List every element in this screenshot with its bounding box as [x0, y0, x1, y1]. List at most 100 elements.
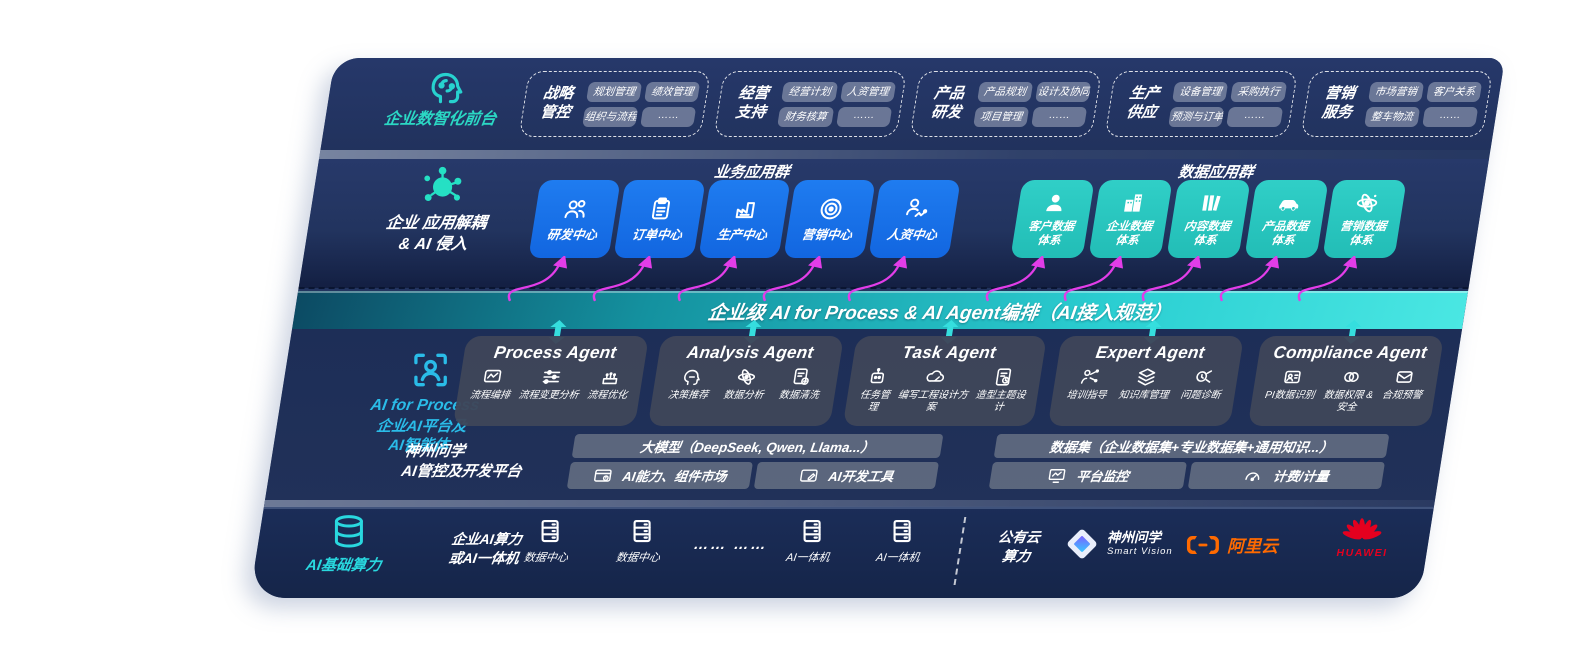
decision-icon [683, 369, 700, 386]
node-label: 数据中心 [522, 552, 569, 564]
group-category: 生产 供应 [1125, 85, 1161, 121]
expert-agent-card: Expert Agent 培训指导 知识库管理 问题诊断 [1047, 336, 1244, 426]
app-label: 研发中心 [545, 228, 599, 243]
agent-title: Expert Agent [1094, 343, 1207, 362]
app-label: 营销数据 体系 [1339, 221, 1388, 247]
module-chip: 绩效管理 [644, 81, 701, 102]
cell-dev-tools: AI开发工具 [753, 462, 940, 489]
theme-design-icon [995, 368, 1012, 386]
brain-icon [431, 72, 463, 104]
cell-billing: 计费/计量 [1187, 462, 1386, 489]
person-icon [1046, 195, 1062, 212]
group-strategy: 战略 管控 规划管理 绩效管理 组织与流程 …… [518, 71, 712, 137]
knowledge-base-icon [1137, 368, 1156, 386]
molecule-icon [423, 166, 461, 201]
group-category: 产品 研发 [929, 85, 966, 121]
module-chip: 组织与流程 [582, 106, 639, 127]
vendor-name: 阿里云 [1226, 537, 1278, 556]
module-chip: 经营计划 [781, 81, 838, 102]
infra-label: AI基础算力 [304, 557, 383, 574]
agent-item-label: 流程编排 [469, 390, 511, 401]
app-layer-label: 企业 应用解耦 & AI 侵入 [384, 215, 488, 253]
node-datacenter-1: 数据中心 [510, 516, 588, 565]
module-chip: …… [1031, 106, 1088, 127]
scan-person-icon [414, 353, 447, 387]
node-label: 数据中心 [614, 552, 661, 564]
public-cloud-label: 公有云 算力 [973, 528, 1063, 566]
compliance-agent-card: Compliance Agent PI数据识别 数据权限 & 安全 合规预警 [1247, 336, 1444, 426]
agent-item-label: 数据分析 [722, 390, 765, 401]
model-bar: 大模型（DeepSeek, Qwen, Llama...） [571, 434, 944, 458]
front-office-label: 企业数智化前台 [382, 111, 498, 128]
slab-edge-1 [319, 150, 1491, 159]
huawei-logo-icon [1342, 518, 1382, 540]
change-analysis-icon [542, 369, 561, 385]
vendor-name: 神州问学 [1107, 530, 1162, 546]
module-chip: 规划管理 [586, 81, 643, 102]
aliyun-logo-icon [1186, 535, 1219, 554]
agent-item-label: 造型主题设计 [974, 390, 1027, 413]
group-marketing: 营销 服务 市场营销 客户关系 整车物流 …… [1300, 71, 1493, 137]
app-marketing-center: 营销中心 [783, 180, 876, 258]
agent-title: Process Agent [492, 343, 619, 362]
app-label: 企业数据 体系 [1105, 221, 1154, 247]
platform-label: 神州问学 AI管控及开发平台 [400, 443, 523, 481]
server-icon [633, 519, 651, 543]
business-group-title: 业务应用群 [713, 164, 791, 181]
group-operation: 经营 支持 经营计划 人资管理 财务核算 …… [713, 71, 907, 137]
component-market-icon [593, 468, 612, 482]
agent-item-label: 流程变更分析 [517, 390, 580, 401]
module-chip: …… [640, 106, 697, 127]
agent-item-label: 编写工程设计方案 [897, 390, 969, 413]
group-category: 战略 管控 [539, 85, 575, 121]
platform-dataset-group: 数据集（企业数据集+专业数据集+通用知识...） 平台监控 计费/计量 [988, 434, 1390, 489]
data-enterprise-system: 企业数据 体系 [1088, 180, 1173, 258]
atom-icon [1356, 194, 1378, 213]
agent-title: Compliance Agent [1272, 343, 1429, 362]
server-icon [893, 519, 911, 543]
group-product: 产品 研发 产品规划 设计及协同 项目管理 …… [909, 71, 1103, 137]
module-chip: 采购执行 [1230, 81, 1287, 102]
analysis-agent-card: Analysis Agent 决策推荐 数据分析 数据清洗 [647, 336, 844, 426]
building-icon [1124, 194, 1143, 212]
app-rnd-center: 研发中心 [528, 180, 621, 258]
public-cloud-text: 公有云 算力 [996, 529, 1042, 564]
ai-orchestration-title: 企业级 AI for Process & AI Agent编排（AI接入规范） [706, 303, 1173, 324]
module-chip: 项目管理 [972, 106, 1030, 127]
permission-security-icon [1343, 372, 1359, 382]
smartvision-logo-icon [1067, 529, 1097, 559]
training-icon [1080, 369, 1100, 384]
agent-item-label: PI数据识别 [1264, 390, 1316, 401]
cell-label: 平台监控 [1075, 469, 1130, 484]
nodes-ellipsis: …… …… [692, 536, 770, 553]
agent-title: Analysis Agent [685, 343, 816, 362]
module-chip: 设备管理 [1172, 81, 1229, 102]
group-supply: 生产 供应 设备管理 采购执行 预测与订单 …… [1104, 71, 1298, 137]
server-icon [803, 519, 821, 543]
vendor-aliyun: 阿里云 [1186, 532, 1278, 557]
dataset-bar: 数据集（企业数据集+专业数据集+通用知识...） [993, 434, 1390, 458]
group-category: 营销 服务 [1320, 85, 1357, 121]
agent-item-label: 问题诊断 [1179, 390, 1222, 401]
app-label: 内容数据 体系 [1183, 221, 1232, 247]
app-label: 人资中心 [885, 228, 939, 243]
layer-divider-dashed-line [298, 287, 1469, 289]
cell-label: AI能力、组件市场 [621, 469, 728, 484]
platform-model-group: 大模型（DeepSeek, Qwen, Llama...） AI能力、组件市场 … [566, 434, 944, 489]
app-label: 营销中心 [800, 228, 854, 243]
data-customer-system: 客户数据 体系 [1010, 180, 1095, 258]
hr-people-icon [906, 198, 928, 218]
diagnosis-icon [1196, 370, 1213, 383]
module-chip: 整车物流 [1363, 106, 1421, 127]
module-chip: 设计及协同 [1035, 81, 1092, 102]
module-chip: 市场营销 [1367, 81, 1425, 102]
vendor-subname: Smart Vision [1107, 545, 1173, 557]
app-layer-label-block: 企业 应用解耦 & AI 侵入 [329, 164, 549, 256]
task-agent-card: Task Agent 任务管理 编写工程设计方案 造型主题设计 [842, 336, 1047, 426]
agent-item-label: 任务管理 [859, 390, 891, 413]
compliance-alert-icon [1396, 371, 1414, 383]
agent-item-label: 流程优化 [586, 390, 629, 401]
task-manage-icon [870, 367, 885, 384]
module-chip: …… [1226, 106, 1283, 127]
